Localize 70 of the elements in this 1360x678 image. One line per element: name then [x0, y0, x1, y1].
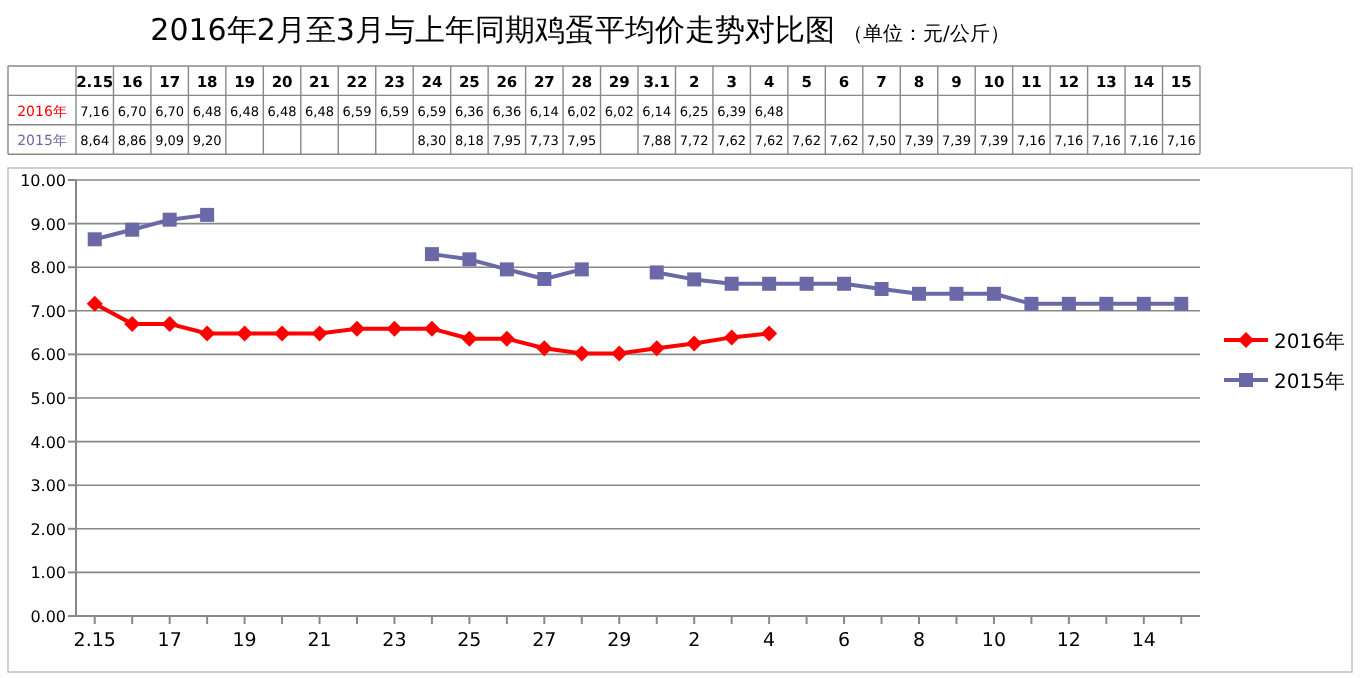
point	[536, 340, 553, 357]
point	[461, 330, 478, 347]
point	[386, 320, 403, 337]
point	[986, 286, 1001, 301]
point	[349, 320, 365, 337]
point	[86, 295, 103, 312]
point	[499, 262, 514, 277]
category-label: 21	[307, 630, 332, 652]
y-tick-label: 7.00	[30, 302, 66, 321]
point	[274, 325, 291, 342]
y-tick-label: 0.00	[30, 608, 66, 626]
legend-label: 2015年	[1274, 370, 1345, 394]
category-label: 12	[1056, 630, 1081, 652]
category-label: 29	[607, 630, 632, 652]
point	[498, 330, 515, 347]
point	[1136, 296, 1151, 311]
point	[837, 276, 852, 291]
y-tick-label: 10.00	[20, 172, 66, 190]
category-label: 14	[1131, 630, 1156, 652]
y-tick-label: 2.00	[30, 520, 66, 539]
point	[161, 315, 178, 332]
point	[799, 276, 814, 291]
point	[200, 207, 215, 222]
category-label: 10	[981, 630, 1007, 652]
point	[723, 329, 740, 346]
y-tick-label: 4.00	[30, 433, 66, 452]
y-tick-label: 9.00	[30, 215, 66, 234]
point	[537, 271, 552, 286]
legend-label: 2016年	[1274, 330, 1345, 354]
point	[1024, 296, 1039, 311]
point	[125, 222, 140, 237]
point	[761, 325, 778, 342]
point	[874, 282, 889, 296]
point	[199, 325, 216, 342]
point	[424, 247, 439, 262]
category-label: 23	[382, 630, 407, 652]
category-label: 8	[912, 630, 926, 652]
point	[949, 286, 964, 301]
point	[1061, 296, 1076, 311]
point	[236, 325, 253, 342]
point	[87, 232, 102, 247]
category-label: 6	[838, 630, 851, 652]
category-label: 27	[532, 630, 557, 652]
category-label: 2.15	[73, 630, 116, 652]
y-tick-label: 1.00	[30, 564, 66, 583]
y-tick-label: 3.00	[30, 477, 66, 496]
point	[687, 272, 702, 287]
point	[611, 345, 628, 362]
point	[423, 320, 440, 337]
category-label: 17	[157, 630, 182, 652]
point	[162, 212, 177, 227]
point	[762, 276, 777, 291]
point	[1174, 296, 1189, 311]
category-label: 25	[457, 630, 482, 652]
point	[462, 252, 477, 267]
point	[724, 276, 739, 291]
y-tick-label: 6.00	[30, 346, 66, 365]
point	[574, 262, 589, 277]
point	[649, 265, 664, 280]
point	[912, 286, 926, 301]
point	[1099, 296, 1114, 311]
point	[648, 340, 665, 357]
point	[686, 335, 703, 352]
y-tick-label: 8.00	[30, 259, 66, 278]
point	[311, 325, 328, 342]
y-tick-label: 5.00	[30, 390, 66, 408]
category-label: 19	[232, 630, 257, 652]
chart-title: 2016年2月至3月与上年同期鸡蛋平均价走势对比图	[150, 12, 835, 48]
chart-subtitle: （单位：元/公斤）	[842, 22, 1010, 46]
point	[573, 345, 590, 362]
